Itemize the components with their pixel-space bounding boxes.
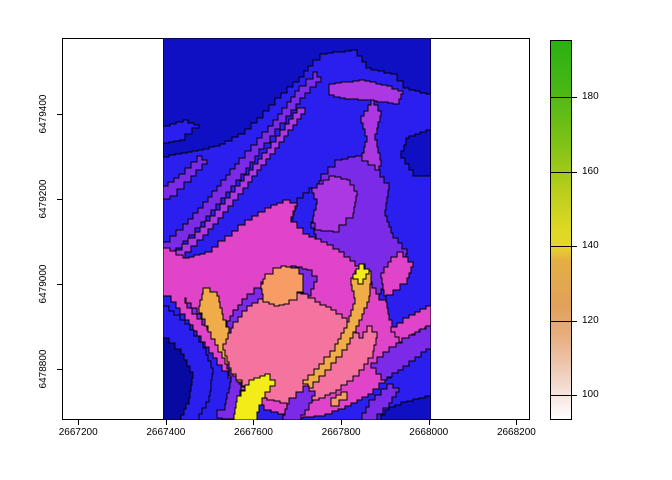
map-region-bright_blue <box>163 119 200 144</box>
x-tick-mark <box>428 420 430 425</box>
map-region-purple <box>359 383 400 420</box>
legend-tick-label: 140 <box>582 240 599 252</box>
legend-tick-label: 100 <box>582 389 599 401</box>
legend-tick-mark <box>550 171 577 173</box>
x-tick-label: 2667400 <box>146 427 186 438</box>
legend-tick-mark <box>550 320 577 322</box>
raster-map <box>163 38 431 420</box>
legend-tick-mark <box>550 395 577 397</box>
map-region-purple <box>370 325 431 381</box>
map-region-dark_blue <box>163 38 431 158</box>
x-tick-mark <box>78 420 80 425</box>
x-tick-mark <box>516 420 518 425</box>
map-region-violet <box>170 107 306 267</box>
map-region-yellow <box>233 373 276 420</box>
map-region-purple <box>281 385 316 420</box>
y-tick-mark <box>57 284 62 286</box>
map-region-violet <box>328 79 404 105</box>
y-tick-mark <box>57 199 62 201</box>
y-tick-mark <box>57 114 62 116</box>
map-region-dark_blue <box>400 129 431 177</box>
x-tick-label: 2667200 <box>58 427 98 438</box>
map-region-yellow <box>352 263 370 285</box>
map-region-salmon <box>330 391 348 407</box>
legend-tick-label: 120 <box>582 314 599 326</box>
legend-tick-label: 180 <box>582 91 599 102</box>
x-tick-mark <box>253 420 255 425</box>
x-tick-label: 2668000 <box>409 427 449 438</box>
legend-colorbar <box>550 40 572 420</box>
legend-tick-mark <box>550 97 577 98</box>
map-region-amber <box>302 263 372 389</box>
map-region-magenta <box>390 305 431 343</box>
legend-tick-label: 160 <box>582 165 599 177</box>
x-tick-mark <box>165 420 167 425</box>
y-tick-mark <box>57 369 62 370</box>
x-tick-mark <box>341 420 343 425</box>
x-tick-label: 2667600 <box>234 427 273 438</box>
map-region-navy <box>163 337 194 420</box>
map-region-salmon <box>260 265 304 307</box>
y-tick-label: 6478800 <box>38 349 49 389</box>
y-tick-label: 6479200 <box>38 179 49 219</box>
y-tick-label: 6479000 <box>38 264 49 304</box>
map-region-purple <box>163 155 208 202</box>
legend-tick-mark <box>550 246 577 248</box>
x-tick-label: 2667800 <box>321 427 361 438</box>
map-region-dark_blue <box>380 395 431 420</box>
x-tick-label: 2668200 <box>496 427 536 438</box>
y-tick-label: 6479400 <box>38 94 49 134</box>
